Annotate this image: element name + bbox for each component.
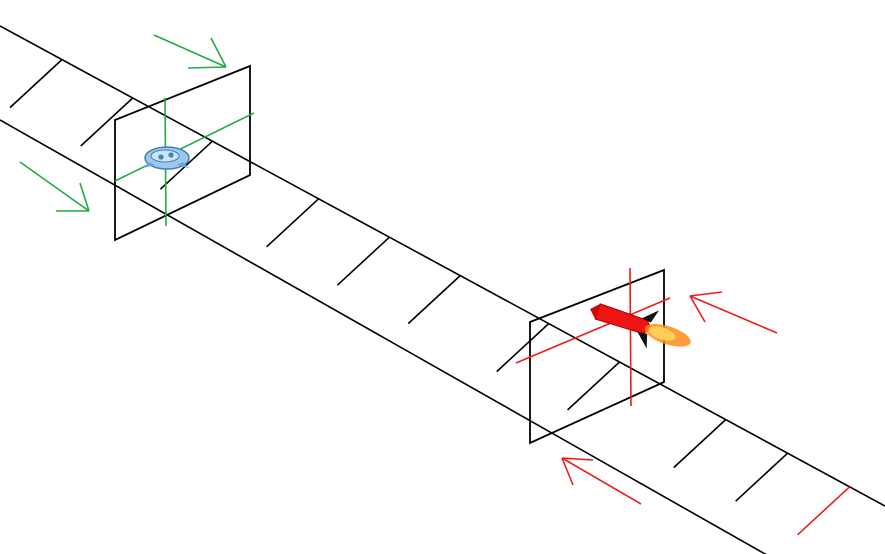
player-ship-icon (143, 146, 190, 170)
player-crosshair-horizontal (114, 112, 255, 182)
track-tick (673, 419, 727, 469)
player-frame (114, 64, 255, 242)
track-tick (566, 361, 621, 411)
track-tick (797, 486, 851, 536)
player-arrows (19, 34, 227, 212)
enemy-frame (515, 267, 691, 445)
track-rail-upper (0, 25, 885, 507)
enemy-crosshair-vertical (629, 267, 632, 407)
track-tick (735, 452, 789, 502)
track (0, 25, 885, 554)
track-tick (80, 97, 134, 147)
track-tick (496, 323, 550, 373)
player-frame-outline (114, 64, 251, 242)
enemy-crosshair-horizontal (515, 297, 671, 364)
flame-icon (644, 323, 691, 347)
arrow-icon (153, 34, 227, 69)
enemy-frame-outline (529, 268, 665, 445)
enemy-crosshair (515, 267, 671, 407)
arrow-icon (19, 161, 90, 212)
track-tick (9, 59, 63, 109)
enemy-arrows (561, 291, 778, 505)
rocket-icon (590, 303, 691, 349)
arrow-icon (689, 291, 778, 334)
track-tick (159, 140, 213, 190)
track-tick (407, 275, 461, 325)
track-tick (336, 236, 390, 286)
track-rail-lower (0, 119, 767, 554)
arrow-icon (561, 457, 642, 505)
track-tick (266, 198, 320, 248)
